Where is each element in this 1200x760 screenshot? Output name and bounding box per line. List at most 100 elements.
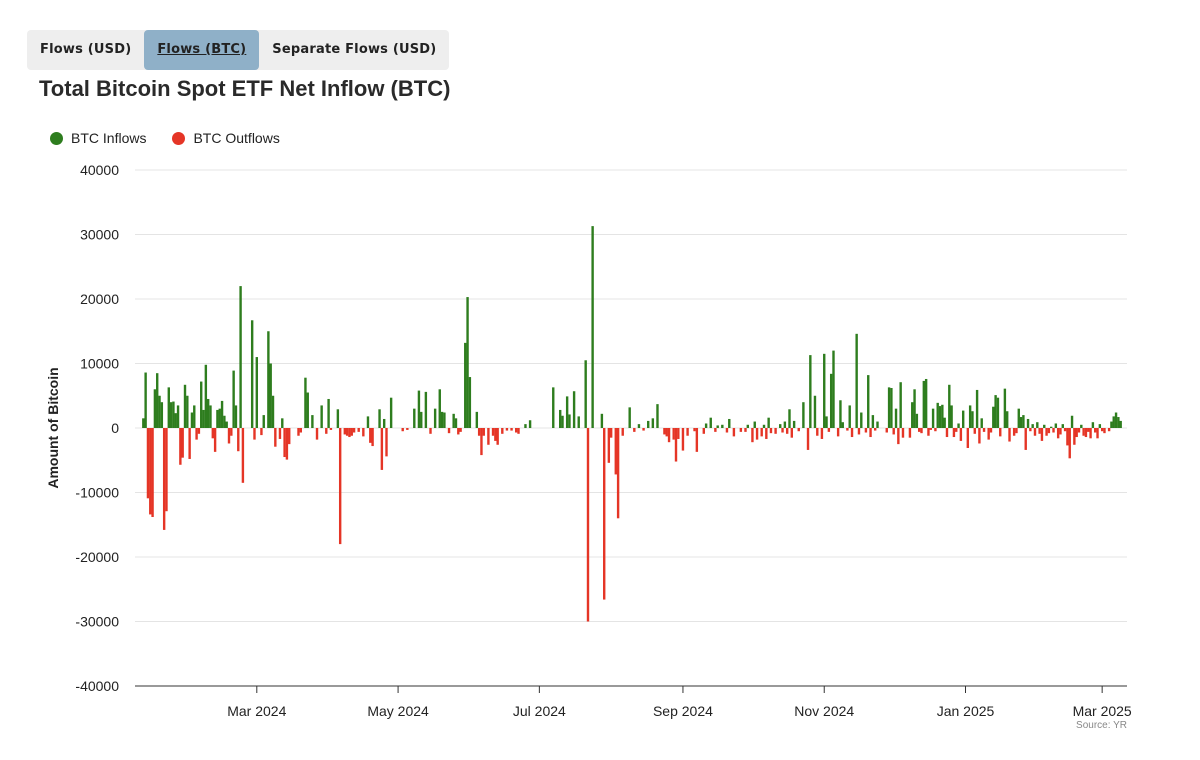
inflow-bar	[572, 391, 576, 428]
tab-separate-flows-usd[interactable]: Separate Flows (USD)	[272, 42, 437, 57]
outflow-bar	[1084, 428, 1088, 438]
inflow-bar	[281, 418, 284, 428]
outflow-bar	[299, 428, 303, 433]
outflow-bar	[406, 428, 409, 430]
outflow-bar	[338, 428, 342, 545]
outflow-bar	[681, 428, 685, 451]
outflow-bar	[1008, 428, 1011, 442]
inflow-bar	[1050, 426, 1053, 428]
inflow-bar	[802, 402, 805, 428]
outflow-bar	[1087, 428, 1090, 432]
outflow-bar	[487, 428, 490, 445]
outflow-bar	[315, 428, 319, 440]
inflow-bar	[867, 375, 870, 428]
tab-flows-btc[interactable]: Flows (BTC)	[144, 30, 260, 70]
inflow-bar	[158, 395, 161, 428]
inflow-bar	[1043, 424, 1046, 428]
inflow-bar	[202, 409, 205, 428]
outflow-bar	[739, 428, 743, 432]
inflow-bar	[938, 406, 942, 428]
outflow-bar	[744, 428, 747, 432]
inflow-bar	[1119, 420, 1122, 428]
inflow-bar	[1017, 408, 1020, 428]
inflow-bar	[193, 405, 196, 428]
outflow-bar	[151, 428, 154, 518]
inflow-bar	[232, 370, 235, 428]
x-tick-label: Mar 2024	[227, 703, 286, 719]
inflow-bar	[943, 417, 946, 428]
inflow-bar	[378, 409, 381, 428]
outflow-bar	[621, 428, 624, 436]
inflow-bar	[656, 404, 659, 428]
outflow-bar	[1063, 428, 1067, 432]
outflow-bar	[288, 428, 291, 445]
outflow-bar	[514, 428, 518, 433]
y-tick-label: -40000	[75, 678, 119, 694]
inflow-bar	[327, 398, 330, 428]
inflow-bar	[306, 392, 309, 428]
inflow-bar	[1098, 424, 1102, 428]
inflow-bar	[832, 350, 835, 428]
inflow-bar	[860, 412, 863, 428]
inflow-bar	[190, 412, 194, 428]
y-tick-label: -10000	[75, 485, 119, 501]
inflow-bar	[716, 425, 719, 428]
inflow-bar	[753, 421, 756, 428]
outflow-bar	[1100, 428, 1104, 432]
inflow-bar	[1036, 422, 1039, 428]
inflow-bar	[941, 404, 944, 428]
y-tick-label: 20000	[80, 291, 119, 307]
outflow-bar	[672, 428, 675, 440]
inflow-bar	[417, 390, 421, 428]
inflow-bar	[728, 418, 731, 428]
inflow-bar	[855, 333, 858, 428]
outflow-bar	[195, 428, 198, 440]
inflow-bar	[779, 424, 782, 428]
outflow-bar	[1038, 428, 1041, 434]
inflow-bar	[250, 320, 254, 428]
inflow-bar	[183, 384, 187, 428]
inflow-bar	[267, 331, 270, 428]
y-tick-label: 30000	[80, 227, 119, 243]
inflow-bar	[1110, 421, 1113, 428]
outflow-bar	[785, 428, 789, 434]
outflow-bar	[1066, 428, 1069, 446]
inflow-bar	[584, 360, 587, 428]
outflow-bar	[253, 428, 256, 440]
legend-label-outflows: BTC Outflows	[193, 130, 280, 146]
legend-label-inflows: BTC Inflows	[71, 130, 147, 146]
inflow-bar	[1114, 412, 1118, 428]
outflow-bar	[348, 428, 351, 438]
inflow-bar	[1019, 417, 1023, 428]
inflow-bar	[271, 395, 275, 428]
inflow-bar	[234, 405, 238, 428]
outflow-bar	[179, 428, 182, 465]
legend-item-inflows[interactable]: BTC Inflows	[50, 130, 146, 146]
outflow-bar	[1059, 428, 1062, 435]
y-tick-label: 0	[111, 420, 119, 436]
inflow-bar	[839, 400, 842, 428]
outflow-bar	[987, 428, 990, 440]
inflow-bar	[438, 389, 441, 428]
inflow-bar	[841, 422, 844, 428]
inflow-bar	[911, 402, 914, 428]
outflow-bar	[162, 428, 166, 530]
y-axis-label: Amount of Bitcoin	[45, 367, 61, 488]
y-tick-label: 40000	[80, 162, 119, 178]
inflow-bar	[466, 297, 469, 428]
outflow-bar	[989, 428, 993, 433]
inflow-bar	[994, 395, 997, 428]
legend-item-outflows[interactable]: BTC Outflows	[172, 130, 280, 146]
outflow-bar	[677, 428, 680, 439]
outflow-bar	[369, 428, 372, 443]
tab-flows-usd[interactable]: Flows (USD)	[40, 42, 132, 57]
inflow-bar	[167, 387, 170, 428]
outflow-bar	[806, 428, 810, 450]
outflow-bar	[790, 428, 794, 438]
outflow-bar	[477, 428, 481, 436]
inflow-bar	[591, 226, 594, 428]
inflow-bar	[823, 353, 826, 428]
inflow-bar	[651, 418, 655, 428]
source-credit: Source: YR	[1076, 720, 1127, 731]
